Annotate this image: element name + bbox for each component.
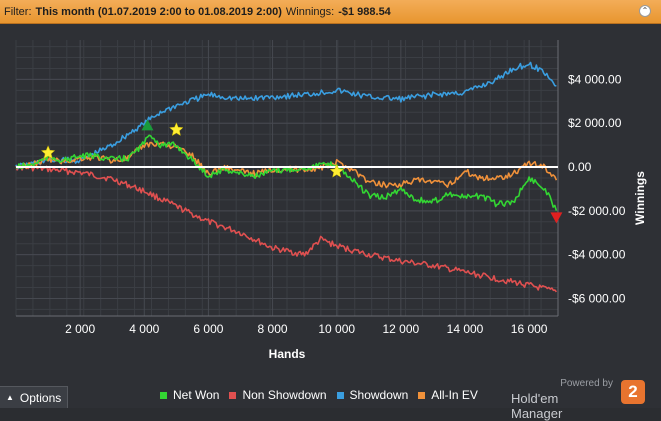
star-marker-icon <box>329 163 345 178</box>
star-marker-icon <box>169 122 184 137</box>
legend-swatch <box>229 391 237 399</box>
legend-item-all-in-ev[interactable]: All-In EV <box>418 388 478 402</box>
chart-area: 2 000 4 000 6 000 8 000 10 000 12 000 14 000 16… <box>0 24 661 408</box>
filter-value: This month (01.07.2019 2:00 to 01.08.201… <box>35 5 282 18</box>
options-button[interactable]: ▲ Options <box>0 386 68 408</box>
legend-swatch <box>160 391 167 399</box>
powered-by-text: Powered by <box>560 378 613 389</box>
end-marker-icon <box>550 212 563 224</box>
y-tick-label: $2 000.00 <box>568 116 622 130</box>
brand-logo: Powered by Hold'em Manager 2 <box>511 376 651 421</box>
y-tick-label: $4 000.00 <box>568 72 622 86</box>
y-tick-label: -$6 000.00 <box>568 291 626 305</box>
legend-label: Non Showdown <box>242 388 327 402</box>
brand-name: Hold'em Manager <box>511 391 563 421</box>
legend-label: All-In EV <box>431 388 478 402</box>
series-line-showdown <box>15 61 557 170</box>
winnings-chart: 2 000 4 000 6 000 8 000 10 000 12 000 14 000 16… <box>15 40 647 361</box>
peak-marker-icon <box>141 119 154 131</box>
caret-up-icon: ▲ <box>6 393 14 402</box>
x-tick-label: 6 000 <box>193 322 223 336</box>
x-tick-label: 2 000 <box>65 322 95 336</box>
x-tick-label: 10 000 <box>318 322 355 336</box>
x-tick-label: 8 000 <box>258 322 288 336</box>
legend: Net Won Non Showdown Showdown All-In EV <box>160 388 478 402</box>
options-label: Options <box>19 390 62 405</box>
brand-badge-icon: 2 <box>621 380 645 404</box>
legend-item-non-showdown[interactable]: Non Showdown <box>229 388 327 402</box>
filter-bar: Filter: This month (01.07.2019 2:00 to 0… <box>0 0 661 24</box>
winnings-value: -$1 988.54 <box>338 5 391 18</box>
x-tick-label: 12 000 <box>383 322 420 336</box>
series-line-net-won <box>15 134 558 211</box>
legend-item-showdown[interactable]: Showdown <box>336 388 409 402</box>
y-axis-title: Winnings <box>633 171 647 225</box>
x-tick-label: 4 000 <box>129 322 159 336</box>
legend-item-net-won[interactable]: Net Won <box>160 388 219 402</box>
y-tick-label: -$2 000.00 <box>568 204 626 218</box>
x-tick-label: 14 000 <box>447 322 484 336</box>
filter-label: Filter: <box>4 5 32 18</box>
x-axis-title: Hands <box>269 347 306 361</box>
winnings-label: Winnings: <box>285 5 335 18</box>
y-tick-label: -$4 000.00 <box>568 248 626 262</box>
x-tick-label: 16 000 <box>511 322 548 336</box>
legend-swatch <box>418 391 426 399</box>
legend-label: Net Won <box>173 388 220 402</box>
legend-swatch <box>336 391 344 399</box>
star-marker-icon <box>40 145 56 160</box>
series-line-non-showdown <box>15 163 558 293</box>
y-tick-label: 0.00 <box>568 160 592 174</box>
legend-label: Showdown <box>349 388 409 402</box>
collapse-icon[interactable]: ⌃ <box>639 5 651 17</box>
